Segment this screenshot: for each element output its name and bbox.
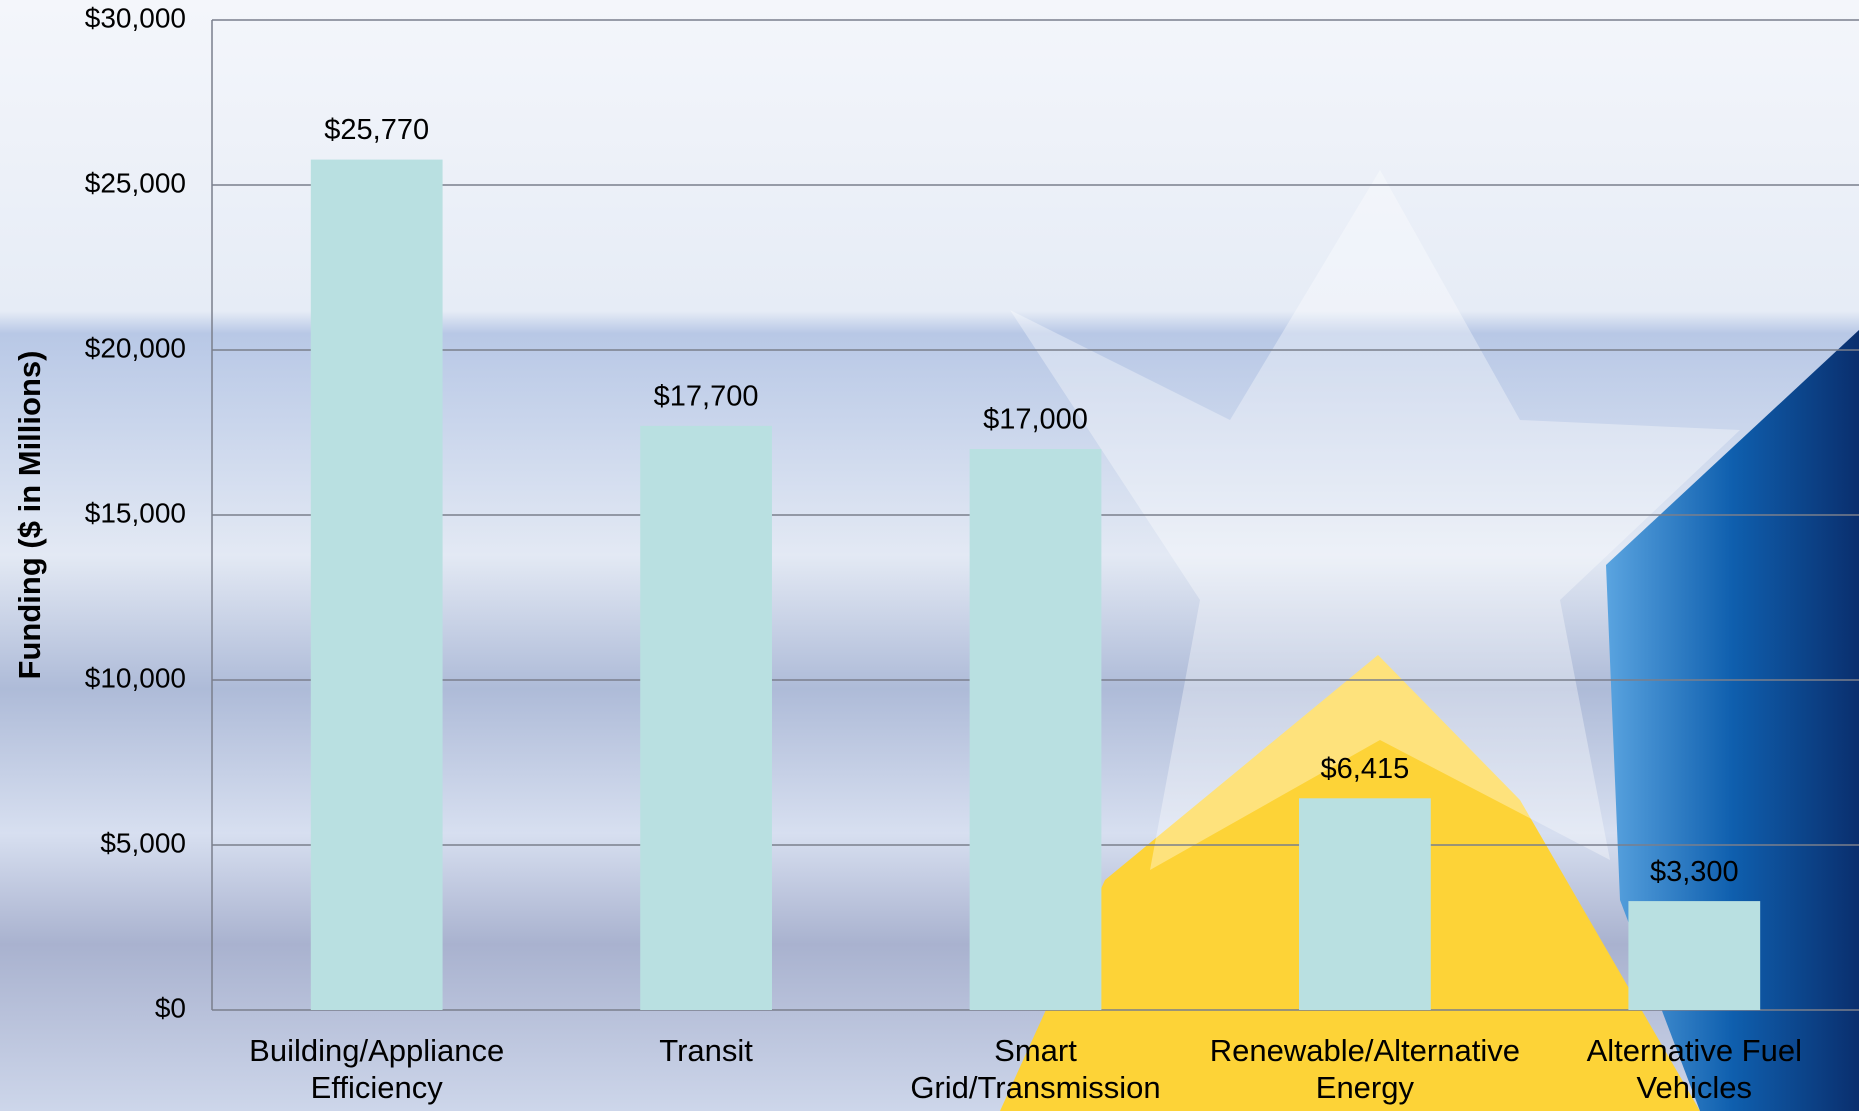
x-tick-label: Alternative Fuel Vehicles <box>1534 1032 1855 1106</box>
bar <box>970 449 1102 1010</box>
y-tick-label: $5,000 <box>100 827 186 858</box>
value-label: $17,700 <box>654 381 759 413</box>
y-tick-label: $25,000 <box>85 167 186 198</box>
bar <box>311 160 443 1010</box>
chart-page: Funding ($ in Millions) $0 $5,000 $10,000 $… <box>0 0 1859 1111</box>
y-tick-label: $0 <box>155 992 186 1023</box>
y-tick-label: $20,000 <box>85 332 186 363</box>
y-tick-label: $10,000 <box>85 662 186 693</box>
value-label: $6,415 <box>1321 753 1410 785</box>
value-label: $3,300 <box>1650 856 1739 888</box>
bar <box>640 426 772 1010</box>
x-tick-label: Building/Appliance Efficiency <box>216 1032 537 1106</box>
value-label: $17,000 <box>983 404 1088 436</box>
x-tick-label: Transit <box>545 1032 866 1069</box>
y-tick-label: $30,000 <box>85 2 186 33</box>
bar <box>1628 901 1760 1010</box>
chart: Funding ($ in Millions) $0 $5,000 $10,000 $… <box>0 0 1859 1111</box>
y-axis-label: Funding ($ in Millions) <box>12 351 47 680</box>
x-tick-label: Renewable/Alternative Energy <box>1204 1032 1525 1106</box>
x-tick-label: Smart Grid/Transmission <box>875 1032 1196 1106</box>
bar <box>1299 798 1431 1010</box>
y-tick-label: $15,000 <box>85 497 186 528</box>
value-label: $25,770 <box>324 114 429 146</box>
